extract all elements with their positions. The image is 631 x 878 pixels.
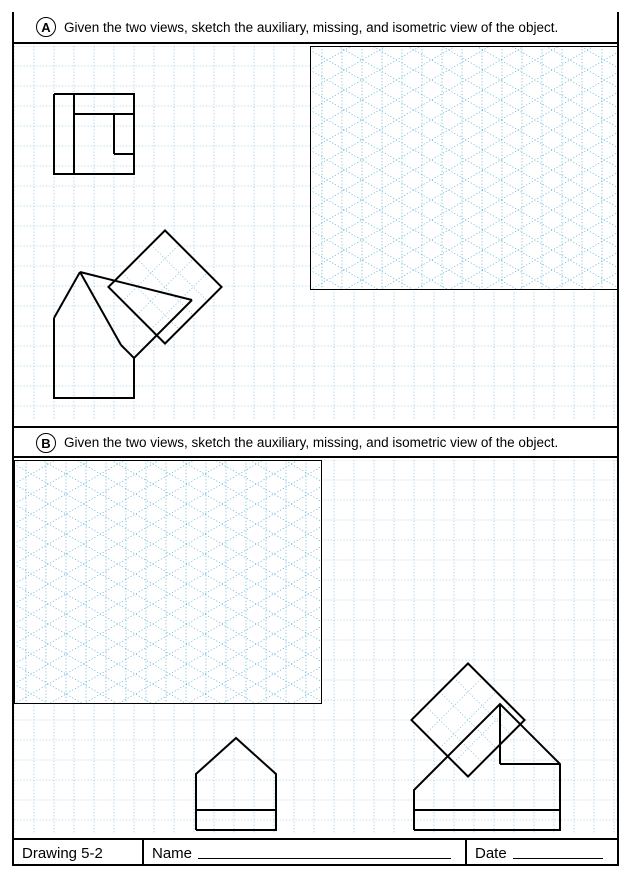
footer-date-label: Date: [475, 845, 507, 862]
footer-name-line[interactable]: [198, 858, 451, 859]
footer-date-cell: Date: [467, 840, 617, 866]
footer-name-cell: Name: [144, 840, 465, 866]
section-b-shapes: [0, 0, 631, 878]
footer-drawing-cell: Drawing 5-2: [14, 840, 142, 866]
footer-drawing-label: Drawing 5-2: [22, 845, 103, 862]
footer-date-line[interactable]: [513, 858, 603, 859]
footer-bar: Drawing 5-2 Name Date: [14, 838, 617, 866]
footer-name-label: Name: [152, 845, 192, 862]
worksheet-page: A Given the two views, sketch the auxili…: [0, 0, 631, 878]
